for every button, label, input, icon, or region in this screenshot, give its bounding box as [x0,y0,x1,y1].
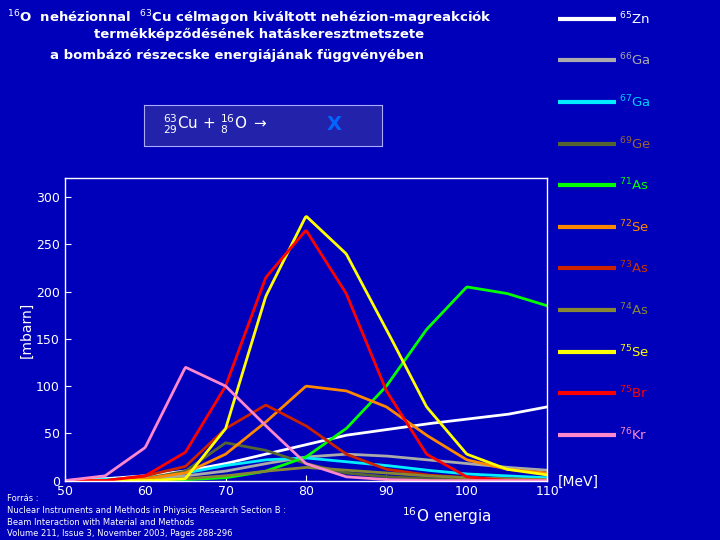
Text: $^{69}$Ge: $^{69}$Ge [619,136,652,152]
Text: a bombázó részecske energiájának függvényében: a bombázó részecske energiájának függvén… [50,49,424,62]
Text: $^{71}$As: $^{71}$As [619,177,649,193]
Y-axis label: [mbarn]: [mbarn] [19,301,33,357]
Text: $^{75}$Br: $^{75}$Br [619,385,648,401]
Text: $^{75}$Se: $^{75}$Se [619,343,649,360]
Text: $^{66}$Ga: $^{66}$Ga [619,52,651,69]
Text: [MeV]: [MeV] [558,475,599,489]
Text: Forrás :
Nuclear Instruments and Methods in Phiysics Research Section B :
Beam I: Forrás : Nuclear Instruments and Methods… [7,494,287,538]
Text: $^{76}$Kr: $^{76}$Kr [619,427,648,443]
Text: $^{16}$O energia: $^{16}$O energia [402,505,491,526]
Text: $^{73}$As: $^{73}$As [619,260,649,276]
Text: $^{65}$Zn: $^{65}$Zn [619,11,650,27]
Text: $^{74}$As: $^{74}$As [619,302,649,318]
Text: $^{16}$O  nehézionnal  $^{63}$Cu célmagon kiváltott nehézion-magreakciók: $^{16}$O nehézionnal $^{63}$Cu célmagon … [7,8,492,28]
Text: $^{72}$Se: $^{72}$Se [619,219,649,235]
Text: $^{67}$Ga: $^{67}$Ga [619,94,651,110]
Text: $^{63}_{29}$Cu + $^{16}_{8}$O $\rightarrow$: $^{63}_{29}$Cu + $^{16}_{8}$O $\rightarr… [163,113,268,136]
Text: termékképződésének hatáskeresztmetszete: termékképződésének hatáskeresztmetszete [94,28,424,41]
Text: $\mathbf{X}$: $\mathbf{X}$ [325,115,343,134]
